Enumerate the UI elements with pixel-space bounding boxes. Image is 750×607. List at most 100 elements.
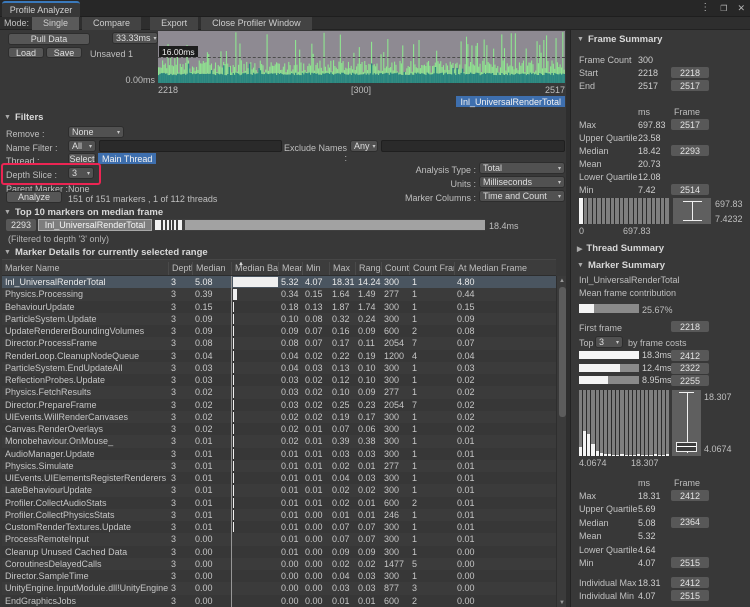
- column-header-at-median-frame[interactable]: At Median Frame: [454, 262, 556, 275]
- analysis-type-dropdown[interactable]: Total ▾: [479, 162, 565, 174]
- cell-range: 1.49: [358, 289, 376, 300]
- remove-dropdown[interactable]: None ▾: [68, 126, 124, 138]
- mode-single-button[interactable]: Single: [32, 16, 80, 30]
- scrollbar-thumb[interactable]: [558, 287, 566, 417]
- menu-icon[interactable]: ⋮: [700, 2, 711, 13]
- column-header-range[interactable]: Range: [355, 262, 381, 275]
- cell-mean: 5.32: [281, 277, 299, 288]
- save-button[interactable]: Save: [46, 47, 82, 58]
- frame-button[interactable]: 2515: [671, 557, 709, 568]
- table-row[interactable]: LateBehaviourUpdate 3 0.01 0.01 0.01 0.02 0.02…: [2, 484, 556, 497]
- table-row[interactable]: Inl_UniversalRenderTotal 3 5.08 5.32 4.07 18.…: [2, 276, 556, 289]
- cell-at-median-frame: 0.01: [457, 534, 475, 545]
- frame-button[interactable]: 2293: [671, 145, 709, 156]
- frame-button[interactable]: 2412: [671, 490, 709, 501]
- top-n-dropdown[interactable]: 3 ▾: [595, 336, 623, 348]
- table-row[interactable]: RenderLoop.CleanupNodeQueue 3 0.04 0.04 0.02…: [2, 349, 556, 362]
- table-row[interactable]: Physics.Processing 3 0.39 0.34 0.15 1.64 1.49 2…: [2, 288, 556, 301]
- column-header-median[interactable]: Median: [192, 262, 231, 275]
- frame-button[interactable]: 2218: [671, 67, 709, 78]
- table-row[interactable]: Physics.Simulate 3 0.01 0.01 0.01 0.02 0.01 277…: [2, 459, 556, 472]
- frame-button[interactable]: 2412: [671, 577, 709, 588]
- table-row[interactable]: Profiler.CollectPhysicsStats 3 0.01 0.01 0.0…: [2, 508, 556, 521]
- exclude-mode-dropdown[interactable]: Any ▾: [350, 140, 378, 152]
- cell-depth: 3: [171, 509, 177, 520]
- cell-max: 0.03: [332, 583, 350, 594]
- frame-button[interactable]: 2364: [671, 516, 709, 528]
- column-header-count-frame[interactable]: Count Frame: [409, 262, 454, 275]
- maximize-icon[interactable]: ❐: [720, 4, 728, 13]
- frame-scale-dropdown[interactable]: 33.33ms ▾: [112, 32, 158, 44]
- pull-data-button[interactable]: Pull Data: [8, 33, 90, 45]
- scroll-up-icon[interactable]: ▲: [559, 277, 565, 284]
- frame-summary-header[interactable]: ▼ Frame Summary: [577, 34, 662, 45]
- frame-time-chart[interactable]: 16.00ms: [158, 31, 565, 83]
- panel-divider[interactable]: [566, 30, 570, 607]
- column-header-depth[interactable]: Depth: [168, 262, 192, 275]
- table-row[interactable]: ParticleSystem.EndUpdateAll 3 0.03 0.04 0.03…: [2, 361, 556, 374]
- analyze-button[interactable]: Analyze: [6, 191, 62, 203]
- close-icon[interactable]: ✕: [737, 3, 745, 13]
- window-tab[interactable]: Profile Analyzer: [2, 1, 80, 17]
- column-header-mean[interactable]: Mean: [278, 262, 302, 275]
- frame-button[interactable]: 2293: [6, 219, 36, 231]
- frame-button[interactable]: 2255: [671, 375, 709, 386]
- filters-section-header[interactable]: ▼ Filters: [4, 112, 43, 123]
- load-button[interactable]: Load: [8, 47, 44, 58]
- frame-button[interactable]: 2517: [671, 80, 709, 91]
- table-row[interactable]: ProcessRemoteInput 3 0.00 0.01 0.00 0.07 0.07 3…: [2, 533, 556, 546]
- marker-columns-dropdown[interactable]: Time and Count ▾: [479, 190, 565, 202]
- mode-compare-button[interactable]: Compare: [82, 16, 142, 30]
- table-row[interactable]: Director.ProcessFrame 3 0.08 0.08 0.07 0.17 0.…: [2, 337, 556, 350]
- frame-button[interactable]: 2218: [671, 321, 709, 332]
- name-filter-mode-dropdown[interactable]: All ▾: [68, 140, 96, 152]
- frame-button[interactable]: 2517: [671, 119, 709, 130]
- table-row[interactable]: Cleanup Unused Cached Data 3 0.00 0.01 0.00 0…: [2, 545, 556, 558]
- top10-section-header[interactable]: ▼ Top 10 markers on median frame: [4, 207, 163, 218]
- frame-button[interactable]: 2412: [671, 350, 709, 361]
- depth-slice-dropdown[interactable]: 3 ▾: [68, 167, 94, 179]
- export-button[interactable]: Export: [150, 16, 199, 30]
- stat-row: Max 18.31 2412: [571, 490, 750, 501]
- column-header-count[interactable]: Count: [381, 262, 409, 275]
- table-row[interactable]: Director.SampleTime 3 0.00 0.00 0.00 0.04 0.03…: [2, 570, 556, 583]
- name-filter-input[interactable]: [99, 140, 282, 152]
- column-header-median-bar[interactable]: ▲ Median Bar: [231, 262, 278, 275]
- scroll-down-icon[interactable]: ▼: [559, 599, 565, 606]
- marker-summary-header[interactable]: ▼ Marker Summary: [577, 260, 665, 271]
- table-row[interactable]: Director.PrepareFrame 3 0.02 0.03 0.02 0.25 0.…: [2, 398, 556, 411]
- table-row[interactable]: AudioManager.Update 3 0.01 0.01 0.01 0.03 0.03…: [2, 447, 556, 460]
- close-profiler-window-button[interactable]: Close Profiler Window: [201, 16, 312, 30]
- frame-button[interactable]: 2514: [671, 184, 709, 195]
- table-row[interactable]: BehaviourUpdate 3 0.15 0.18 0.13 1.87 1.74 300 1…: [2, 300, 556, 313]
- column-header-marker-name[interactable]: Marker Name: [2, 262, 168, 275]
- table-row[interactable]: ParticleSystem.Update 3 0.09 0.10 0.08 0.32 0.…: [2, 312, 556, 325]
- exclude-names-input[interactable]: [381, 140, 565, 152]
- column-header-label: Count Frame: [413, 263, 454, 273]
- table-row[interactable]: Monobehaviour.OnMouse_ 3 0.01 0.02 0.01 0.39 0…: [2, 435, 556, 448]
- table-row[interactable]: Canvas.RenderOverlays 3 0.02 0.02 0.01 0.07 0.…: [2, 423, 556, 436]
- table-row[interactable]: CoroutinesDelayedCalls 3 0.00 0.00 0.00 0.02 0…: [2, 557, 556, 570]
- column-header-min[interactable]: Min: [302, 262, 329, 275]
- table-scrollbar[interactable]: ▲ ▼: [556, 276, 566, 607]
- table-row[interactable]: UnityEngine.InputModule.dll!UnityEngineI…: [2, 582, 556, 595]
- table-row[interactable]: UIEvents.WillRenderCanvases 3 0.02 0.02 0.02…: [2, 410, 556, 423]
- table-row[interactable]: UpdateRendererBoundingVolumes 3 0.09 0.09 0.…: [2, 325, 556, 338]
- table-row[interactable]: UIEvents.UIElementsRegisterRenderers 3 0.0…: [2, 472, 556, 485]
- cost-ms-label: 8.95ms: [642, 375, 672, 385]
- cell-marker-name: Canvas.RenderOverlays: [5, 424, 104, 435]
- units-dropdown[interactable]: Milliseconds ▾: [479, 176, 565, 188]
- table-row[interactable]: EndGraphicsJobs 3 0.00 0.00 0.00 0.01 0.01 600 2…: [2, 594, 556, 607]
- table-row[interactable]: Profiler.CollectAudioStats 3 0.01 0.01 0.01 0…: [2, 496, 556, 509]
- table-row[interactable]: ReflectionProbes.Update 3 0.03 0.03 0.02 0.12…: [2, 374, 556, 387]
- marker-details-section-header[interactable]: ▼ Marker Details for currently selected …: [4, 247, 208, 258]
- thread-summary-header[interactable]: ▶ Thread Summary: [577, 243, 664, 254]
- cell-count-frame: 1: [412, 460, 418, 471]
- top10-total-label: 18.4ms: [489, 221, 519, 231]
- frame-button[interactable]: 2322: [671, 362, 709, 374]
- table-row[interactable]: Physics.FetchResults 3 0.02 0.03 0.02 0.10 0.0…: [2, 386, 556, 399]
- frame-button[interactable]: 2515: [671, 590, 709, 602]
- thread-select-button[interactable]: Select: [68, 153, 96, 164]
- column-header-max[interactable]: Max: [329, 262, 355, 275]
- table-row[interactable]: CustomRenderTextures.Update 3 0.01 0.01 0.00…: [2, 521, 556, 534]
